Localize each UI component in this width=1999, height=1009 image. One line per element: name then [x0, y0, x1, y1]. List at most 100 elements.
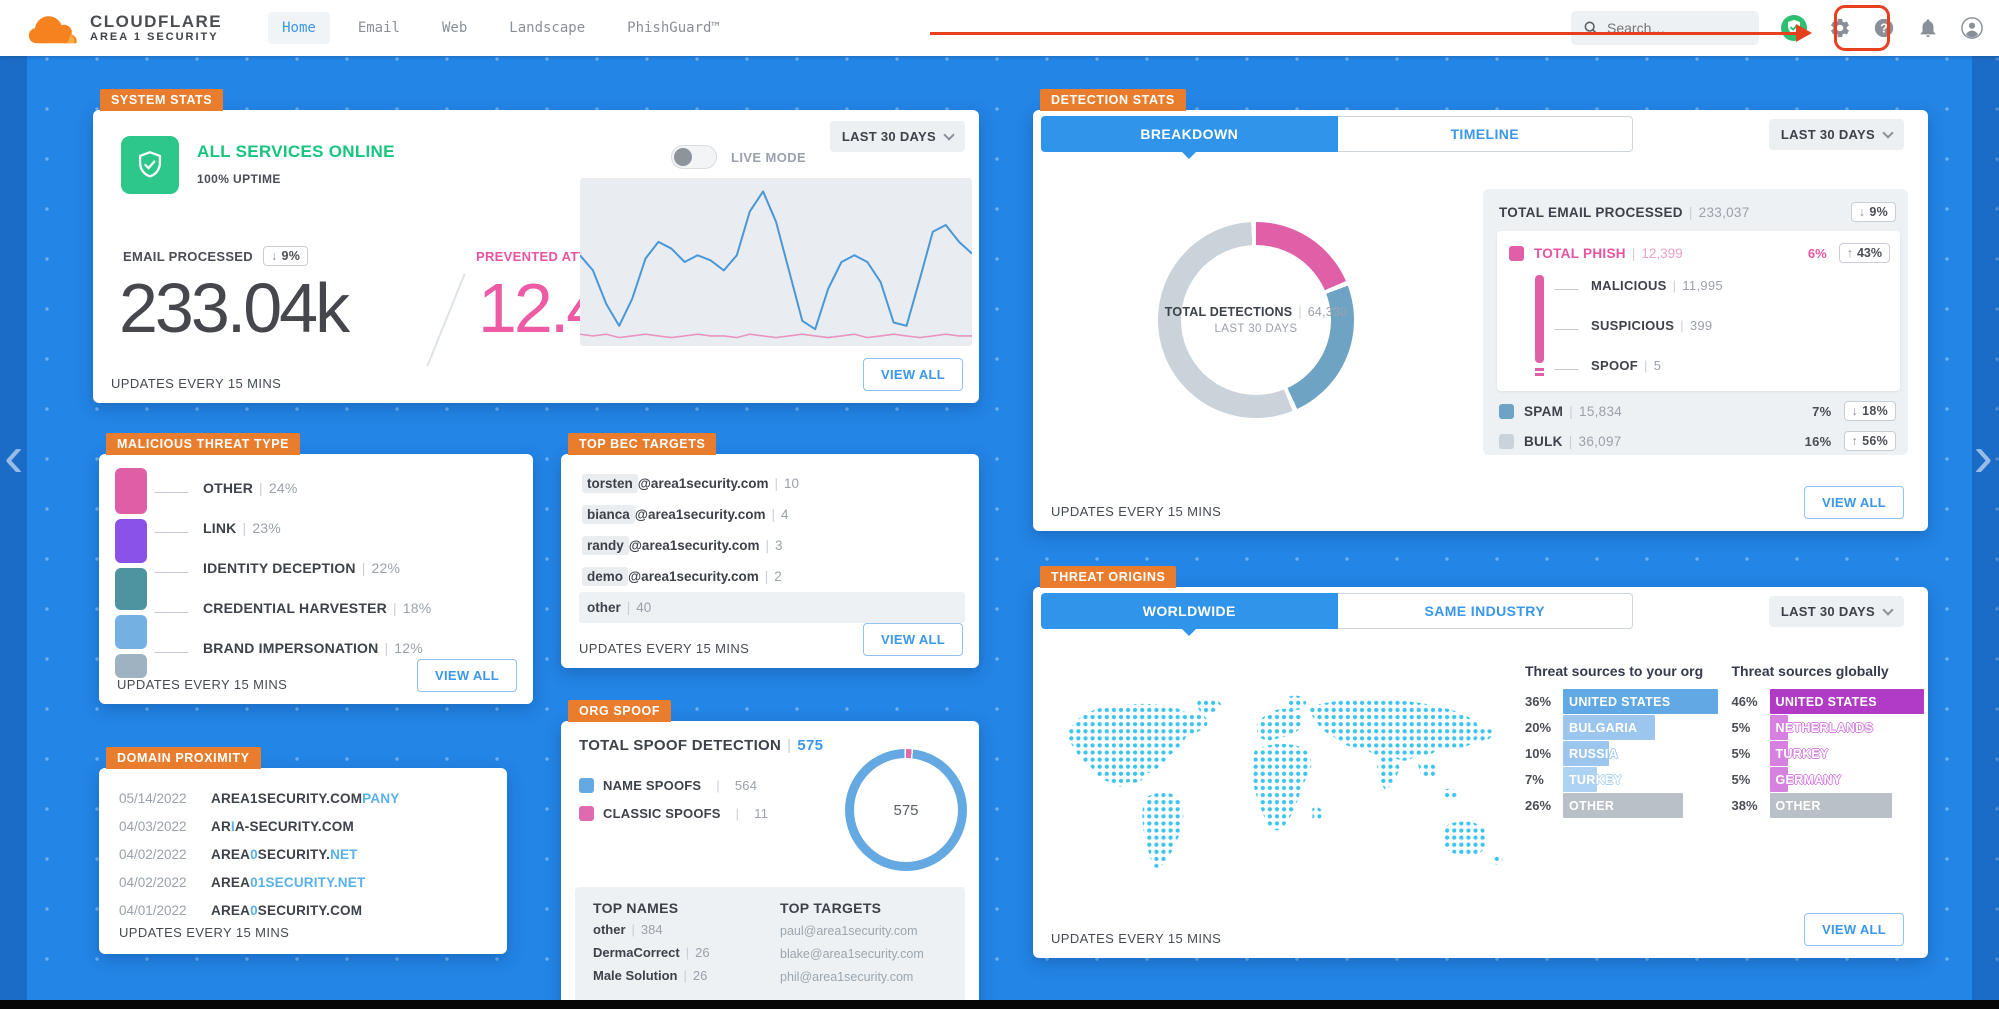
range-value: LAST 30 DAYS — [841, 129, 936, 144]
brand-subname: AREA 1 SECURITY — [90, 31, 219, 44]
nav-item-email[interactable]: Email — [357, 20, 400, 36]
tab-same-industry[interactable]: SAME INDUSTRY — [1337, 593, 1633, 629]
threat-sources-org-table: Threat sources to your org 36% UNITED STA… — [1525, 663, 1718, 819]
detection-tabs: BREAKDOWN TIMELINE — [1041, 116, 1633, 159]
dashboard-canvas: ‹ › SYSTEM STATS ALL SERVICES ONLINE 100… — [0, 56, 1999, 1009]
view-all-button[interactable]: VIEW ALL — [416, 659, 517, 692]
email-delta-badge: ↓ 9% — [262, 246, 309, 266]
tab-timeline[interactable]: TIMELINE — [1337, 116, 1633, 152]
threat-sources-global-table: Threat sources globally 46% UNITED STATES… — [1732, 663, 1925, 819]
card-tag: ORG SPOOF — [568, 700, 672, 722]
carousel-next-icon[interactable]: › — [1973, 424, 1993, 489]
updates-note: UPDATES EVERY 15 MINS — [1051, 931, 1222, 946]
bar-segment-brand-impersonation — [115, 654, 147, 678]
threat-origins-card: THREAT ORIGINS WORLDWIDE SAME INDUSTRY L… — [1033, 566, 1928, 958]
live-mode-label: LIVE MODE — [731, 150, 807, 165]
spam-swatch — [1499, 403, 1514, 419]
phish-child-spoof: SPOOF | 5 — [1554, 345, 1723, 385]
card-tag: THREAT ORIGINS — [1040, 566, 1177, 588]
user-profile-icon[interactable] — [1961, 17, 1983, 39]
bec-target-row: torsten @area1security.com | 10 — [579, 468, 965, 499]
search-box[interactable] — [1571, 11, 1759, 45]
phish-mini-tick — [1535, 373, 1544, 376]
connector-line — [154, 483, 194, 493]
services-shield-icon — [121, 136, 179, 194]
right-edge-strip — [1972, 56, 1999, 1009]
range-value: LAST 30 DAYS — [1780, 127, 1875, 142]
spam-row: SPAM | 15,834 7% ↓ 18% — [1483, 391, 1908, 421]
top-bec-targets-card: TOP BEC TARGETS torsten @area1security.co… — [561, 433, 979, 668]
tab-worldwide[interactable]: WORLDWIDE — [1041, 593, 1338, 636]
email-processed-label: EMAIL PROCESSED ↓ 9% — [123, 246, 309, 266]
phish-child-suspicious: SUSPICIOUS | 399 — [1554, 305, 1723, 345]
domain-proximity-card: DOMAIN PROXIMITY 05/14/2022 AREA1SECURITY… — [99, 747, 507, 954]
threat-type-stacked-bar — [115, 468, 147, 678]
top-names-header: TOP NAMES — [593, 900, 679, 916]
view-all-button[interactable]: VIEW ALL — [1803, 486, 1904, 519]
phish-mini-tick — [1535, 368, 1544, 371]
chevron-down-icon — [943, 128, 955, 141]
range-dropdown[interactable]: LAST 30 DAYS — [829, 121, 965, 152]
bar-segment-identity-deception — [115, 568, 147, 610]
country-row: 10% RUSSIA — [1525, 741, 1718, 766]
bar-segment-link — [115, 519, 147, 563]
updates-note: UPDATES EVERY 15 MINS — [579, 641, 750, 656]
view-all-button[interactable]: VIEW ALL — [862, 623, 963, 656]
top-targets-header: TOP TARGETS — [780, 900, 882, 916]
main-nav: Home Email Web Landscape PhishGuard™ — [268, 12, 734, 44]
bottom-black-bar — [0, 1000, 1999, 1009]
domain-row: 04/02/2022 AREA01SECURITY.NET — [119, 874, 366, 890]
country-row: 36% UNITED STATES — [1525, 689, 1718, 714]
total-email-delta-badge: ↓ 9% — [1850, 202, 1896, 222]
annotation-highlight-box — [1834, 5, 1890, 51]
total-phish-row: TOTAL PHISH | 12,399 6% ↑ 43% — [1497, 231, 1900, 263]
carousel-prev-icon[interactable]: ‹ — [4, 424, 24, 489]
range-dropdown[interactable]: LAST 30 DAYS — [1768, 596, 1904, 627]
nav-item-web[interactable]: Web — [441, 20, 468, 36]
connector-line — [154, 643, 194, 653]
legend-swatch — [579, 777, 594, 793]
country-row: 5% NETHERLANDS — [1732, 715, 1925, 740]
legend-swatch — [579, 805, 594, 821]
card-tag: DOMAIN PROXIMITY — [106, 747, 261, 769]
range-dropdown[interactable]: LAST 30 DAYS — [1768, 119, 1904, 150]
phish-delta-badge: ↑ 43% — [1838, 243, 1890, 263]
chevron-down-icon — [1882, 603, 1894, 616]
bec-target-row: other | 40 — [579, 592, 965, 623]
connector-line — [1554, 280, 1584, 290]
chevron-down-icon — [1882, 126, 1894, 139]
bulk-delta-badge: ↑ 56% — [1843, 431, 1896, 451]
bulk-swatch — [1499, 433, 1514, 449]
bec-target-row: randy @area1security.com | 3 — [579, 530, 965, 561]
bar-segment-credential-harvester — [115, 615, 147, 649]
view-all-button[interactable]: VIEW ALL — [862, 358, 963, 391]
world-map — [1047, 689, 1513, 889]
updates-note: UPDATES EVERY 15 MINS — [119, 925, 290, 940]
connector-line — [154, 603, 194, 613]
brand-name: CLOUDFLARE — [90, 11, 223, 31]
nav-item-home[interactable]: Home — [268, 12, 330, 44]
detection-breakdown-panel: TOTAL EMAIL PROCESSED | 233,037 ↓ 9% TOTAL… — [1483, 189, 1908, 455]
updates-note: UPDATES EVERY 15 MINS — [117, 677, 288, 692]
top-target-row: paul@area1security.com — [780, 924, 918, 938]
arrow-up-icon: ↑ — [1851, 434, 1859, 448]
connector-line — [1554, 320, 1584, 330]
live-mode-toggle[interactable] — [671, 145, 717, 169]
updates-note: UPDATES EVERY 15 MINS — [1051, 504, 1222, 519]
cloudflare-logo[interactable]: CLOUDFLARE AREA 1 SECURITY — [0, 10, 222, 46]
card-tag: SYSTEM STATS — [100, 89, 224, 111]
nav-item-phishguard[interactable]: PhishGuard™ — [627, 20, 720, 36]
country-row: 38% OTHER — [1732, 793, 1925, 818]
bec-target-row: demo @area1security.com | 2 — [579, 561, 965, 592]
top-name-row: other | 384 — [593, 922, 663, 937]
view-all-button[interactable]: VIEW ALL — [1803, 913, 1904, 946]
card-tag: MALICIOUS THREAT TYPE — [106, 433, 301, 455]
legend-classic-spoofs: CLASSIC SPOOFS | 11 — [579, 799, 768, 827]
range-value: LAST 30 DAYS — [1780, 604, 1875, 619]
threat-origin-tabs: WORLDWIDE SAME INDUSTRY — [1041, 593, 1633, 636]
cloudflare-cloud-icon — [28, 10, 82, 46]
tab-breakdown[interactable]: BREAKDOWN — [1041, 116, 1338, 159]
top-name-row: DermaCorrect | 26 — [593, 945, 710, 960]
notifications-bell-icon[interactable] — [1917, 17, 1939, 39]
nav-item-landscape[interactable]: Landscape — [509, 20, 586, 36]
